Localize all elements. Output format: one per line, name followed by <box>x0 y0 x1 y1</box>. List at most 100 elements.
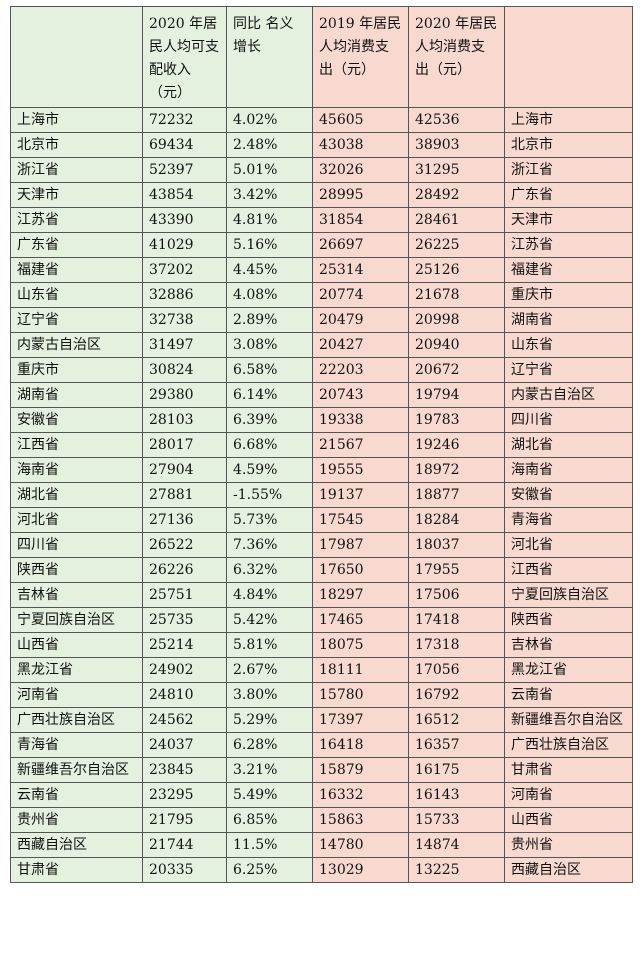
cell-consumption-2020: 17318 <box>408 632 505 658</box>
cell-region: 山东省 <box>10 282 143 308</box>
table-row: 宁夏回族自治区 25735 5.42% 17465 17418 陕西省 <box>10 607 633 633</box>
cell-consumption-2019: 17397 <box>312 707 409 733</box>
cell-income-2020: 24037 <box>142 732 227 758</box>
table-row: 福建省 37202 4.45% 25314 25126 福建省 <box>10 257 633 283</box>
cell-consumption-2019: 17465 <box>312 607 409 633</box>
cell-income-2020: 29380 <box>142 382 227 408</box>
cell-ranking-region: 海南省 <box>504 457 633 483</box>
cell-consumption-2019: 20427 <box>312 332 409 358</box>
cell-income-2020: 43390 <box>142 207 227 233</box>
cell-nominal-growth: 4.84% <box>226 582 313 608</box>
table-row: 甘肃省 20335 6.25% 13029 13225 西藏自治区 <box>10 857 633 883</box>
header-income-2020: 2020 年居民人均可支配收入（元） <box>142 6 227 108</box>
cell-nominal-growth: 5.73% <box>226 507 313 533</box>
cell-ranking-region: 广西壮族自治区 <box>504 732 633 758</box>
cell-income-2020: 72232 <box>142 107 227 133</box>
cell-region: 安徽省 <box>10 407 143 433</box>
cell-ranking-region: 广东省 <box>504 182 633 208</box>
cell-consumption-2020: 42536 <box>408 107 505 133</box>
cell-consumption-2019: 17650 <box>312 557 409 583</box>
table-row: 西藏自治区 21744 11.5% 14780 14874 贵州省 <box>10 832 633 858</box>
cell-consumption-2020: 17056 <box>408 657 505 683</box>
cell-nominal-growth: 6.68% <box>226 432 313 458</box>
cell-nominal-growth: 6.25% <box>226 857 313 883</box>
cell-consumption-2020: 18284 <box>408 507 505 533</box>
cell-income-2020: 21795 <box>142 807 227 833</box>
cell-nominal-growth: 11.5% <box>226 832 313 858</box>
cell-region: 上海市 <box>10 107 143 133</box>
header-consumption-2020: 2020 年居民人均消费支出（元） <box>408 6 505 108</box>
cell-consumption-2019: 45605 <box>312 107 409 133</box>
cell-income-2020: 27136 <box>142 507 227 533</box>
cell-ranking-region: 贵州省 <box>504 832 633 858</box>
cell-income-2020: 30824 <box>142 357 227 383</box>
cell-consumption-2019: 13029 <box>312 857 409 883</box>
cell-ranking-region: 江苏省 <box>504 232 633 258</box>
cell-consumption-2020: 16175 <box>408 757 505 783</box>
table-row: 河北省 27136 5.73% 17545 18284 青海省 <box>10 507 633 533</box>
cell-income-2020: 24810 <box>142 682 227 708</box>
table-row: 湖南省 29380 6.14% 20743 19794 内蒙古自治区 <box>10 382 633 408</box>
cell-consumption-2020: 16512 <box>408 707 505 733</box>
cell-region: 海南省 <box>10 457 143 483</box>
table-row: 山西省 25214 5.81% 18075 17318 吉林省 <box>10 632 633 658</box>
cell-nominal-growth: 2.67% <box>226 657 313 683</box>
cell-nominal-growth: 5.16% <box>226 232 313 258</box>
cell-region: 浙江省 <box>10 157 143 183</box>
cell-income-2020: 27881 <box>142 482 227 508</box>
cell-nominal-growth: 4.59% <box>226 457 313 483</box>
cell-nominal-growth: 6.32% <box>226 557 313 583</box>
cell-region: 广东省 <box>10 232 143 258</box>
cell-consumption-2020: 15733 <box>408 807 505 833</box>
cell-consumption-2020: 17955 <box>408 557 505 583</box>
cell-ranking-region: 天津市 <box>504 207 633 233</box>
cell-region: 甘肃省 <box>10 857 143 883</box>
cell-income-2020: 69434 <box>142 132 227 158</box>
cell-region: 云南省 <box>10 782 143 808</box>
cell-ranking-region: 河南省 <box>504 782 633 808</box>
cell-consumption-2020: 28492 <box>408 182 505 208</box>
cell-region: 湖北省 <box>10 482 143 508</box>
cell-consumption-2019: 15863 <box>312 807 409 833</box>
cell-nominal-growth: 3.08% <box>226 332 313 358</box>
cell-consumption-2019: 19555 <box>312 457 409 483</box>
cell-region: 辽宁省 <box>10 307 143 333</box>
cell-ranking-region: 宁夏回族自治区 <box>504 582 633 608</box>
province-income-table: 2020 年居民人均可支配收入（元） 同比 名义增长 2019 年居民人均消费支… <box>10 6 633 883</box>
cell-nominal-growth: 2.89% <box>226 307 313 333</box>
cell-income-2020: 21744 <box>142 832 227 858</box>
table-row: 湖北省 27881 -1.55% 19137 18877 安徽省 <box>10 482 633 508</box>
cell-consumption-2020: 13225 <box>408 857 505 883</box>
cell-ranking-region: 辽宁省 <box>504 357 633 383</box>
cell-consumption-2019: 21567 <box>312 432 409 458</box>
cell-consumption-2020: 25126 <box>408 257 505 283</box>
cell-consumption-2019: 15780 <box>312 682 409 708</box>
cell-nominal-growth: 7.36% <box>226 532 313 558</box>
cell-income-2020: 52397 <box>142 157 227 183</box>
header-nominal-growth: 同比 名义增长 <box>226 6 313 108</box>
cell-consumption-2019: 19137 <box>312 482 409 508</box>
cell-ranking-region: 黑龙江省 <box>504 657 633 683</box>
cell-income-2020: 23295 <box>142 782 227 808</box>
table-row: 陕西省 26226 6.32% 17650 17955 江西省 <box>10 557 633 583</box>
cell-consumption-2019: 20479 <box>312 307 409 333</box>
cell-consumption-2020: 38903 <box>408 132 505 158</box>
cell-region: 陕西省 <box>10 557 143 583</box>
cell-ranking-region: 江西省 <box>504 557 633 583</box>
table-row: 云南省 23295 5.49% 16332 16143 河南省 <box>10 782 633 808</box>
cell-region: 河北省 <box>10 507 143 533</box>
cell-ranking-region: 山西省 <box>504 807 633 833</box>
cell-region: 四川省 <box>10 532 143 558</box>
cell-region: 广西壮族自治区 <box>10 707 143 733</box>
cell-nominal-growth: 4.45% <box>226 257 313 283</box>
data-table-container: 2020 年居民人均可支配收入（元） 同比 名义增长 2019 年居民人均消费支… <box>10 6 633 883</box>
cell-nominal-growth: 4.81% <box>226 207 313 233</box>
cell-consumption-2019: 18297 <box>312 582 409 608</box>
cell-nominal-growth: 5.42% <box>226 607 313 633</box>
cell-income-2020: 28017 <box>142 432 227 458</box>
cell-ranking-region: 安徽省 <box>504 482 633 508</box>
cell-consumption-2019: 31854 <box>312 207 409 233</box>
cell-region: 重庆市 <box>10 357 143 383</box>
cell-ranking-region: 重庆市 <box>504 282 633 308</box>
cell-region: 新疆维吾尔自治区 <box>10 757 143 783</box>
